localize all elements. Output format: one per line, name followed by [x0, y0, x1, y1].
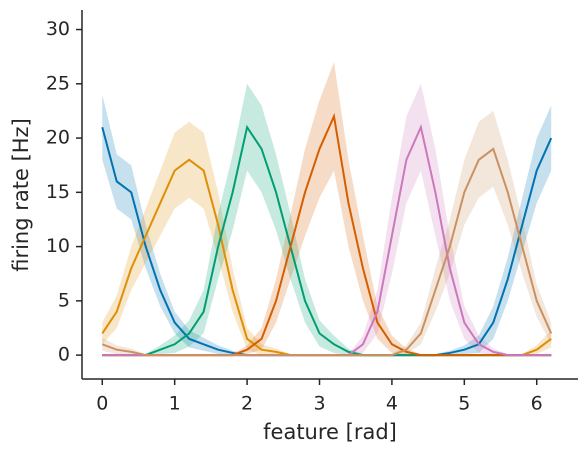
y-tick-label: 0 — [58, 344, 70, 366]
x-tick-label: 2 — [241, 393, 253, 415]
y-tick-label: 15 — [46, 181, 70, 203]
y-tick-label: 5 — [58, 289, 70, 311]
x-tick-label: 1 — [169, 393, 181, 415]
y-axis-label: firing rate [Hz] — [9, 118, 33, 272]
ci-band — [102, 62, 552, 357]
x-tick-label: 4 — [386, 393, 398, 415]
x-tick-label: 6 — [531, 393, 543, 415]
x-tick-label: 3 — [313, 393, 325, 415]
x-tick-label: 5 — [458, 393, 470, 415]
y-tick-label: 30 — [46, 18, 70, 40]
y-tick-label: 10 — [46, 235, 70, 257]
y-tick-label: 20 — [46, 127, 70, 149]
ci-band — [102, 110, 552, 357]
line — [101, 147, 553, 357]
x-tick-label: 0 — [96, 393, 108, 415]
ci-band — [102, 121, 552, 357]
ci-band — [102, 83, 552, 357]
x-axis-label: feature [rad] — [263, 420, 397, 444]
y-tick-label: 25 — [46, 72, 70, 94]
